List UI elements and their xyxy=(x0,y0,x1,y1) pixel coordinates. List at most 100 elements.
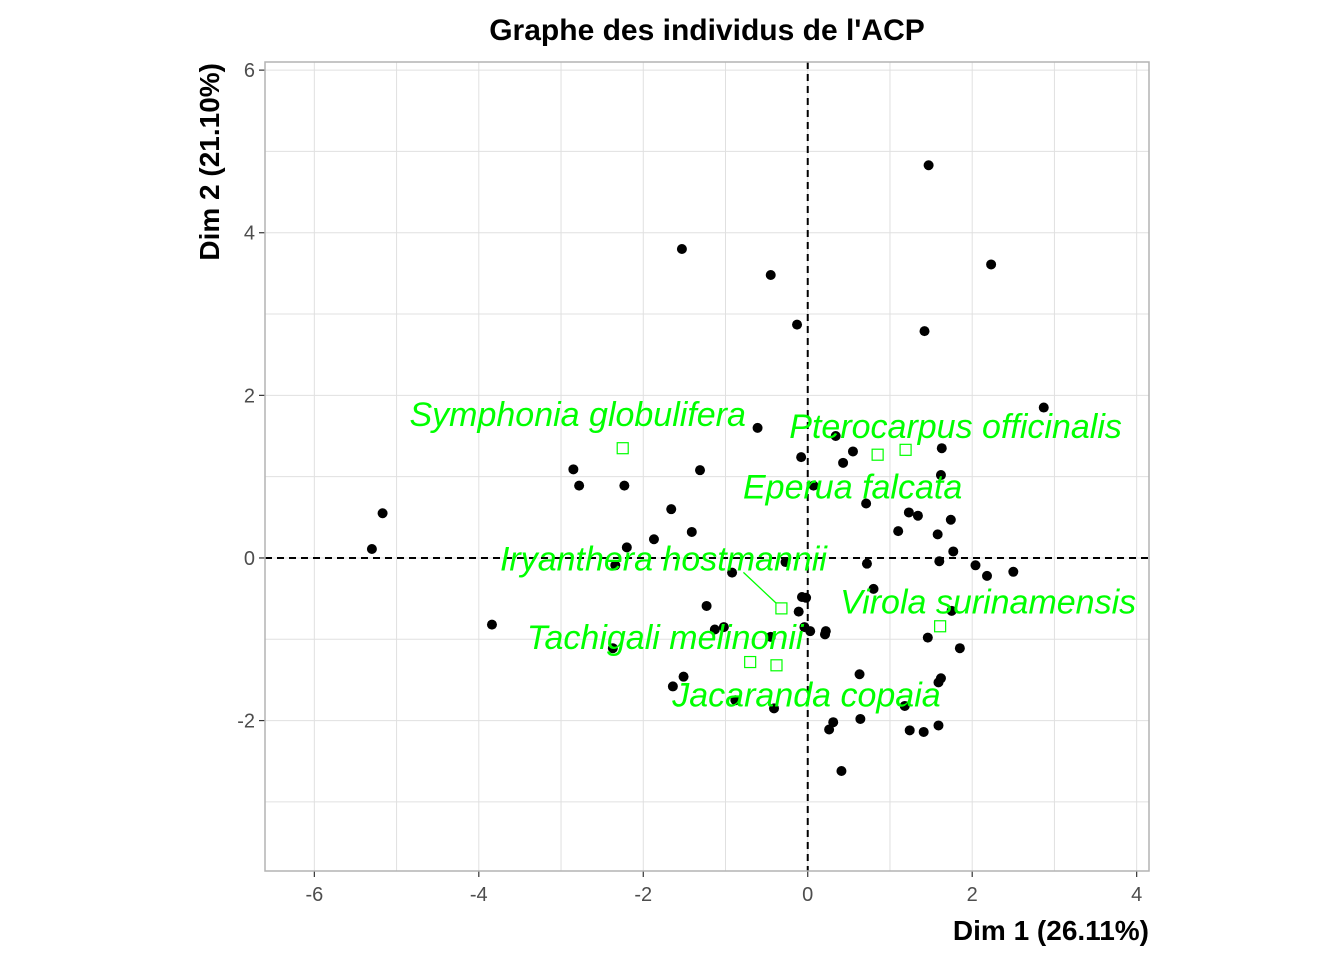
data-point xyxy=(935,470,946,481)
data-point xyxy=(730,695,741,706)
data-point xyxy=(893,526,904,537)
x-tick-label: 2 xyxy=(967,884,978,906)
data-point xyxy=(765,270,776,281)
reference-lines xyxy=(265,62,1149,871)
data-point xyxy=(919,326,930,337)
data-point xyxy=(366,544,377,555)
data-point xyxy=(568,464,579,475)
data-point xyxy=(486,619,497,630)
x-tick-label: -6 xyxy=(305,884,323,906)
grid-layer xyxy=(265,62,1149,871)
data-point xyxy=(621,542,632,553)
supplementary-label: Jacaranda copaia xyxy=(671,676,940,714)
x-tick-label: 4 xyxy=(1131,884,1142,906)
data-point xyxy=(945,514,956,525)
data-point xyxy=(610,560,621,571)
x-axis-title: Dim 1 (26.11%) xyxy=(953,915,1149,946)
data-point xyxy=(932,529,943,540)
x-tick-label: -2 xyxy=(634,884,652,906)
supplementary-label: Iryanthera hostmannii xyxy=(500,540,828,578)
data-point xyxy=(820,629,831,640)
data-point xyxy=(903,507,914,518)
data-point xyxy=(808,480,819,491)
data-point xyxy=(868,583,879,594)
data-point xyxy=(948,546,959,557)
data-point xyxy=(1038,402,1049,413)
data-point xyxy=(923,160,934,171)
supplementary-label: Symphonia globulifera xyxy=(409,396,745,434)
data-point xyxy=(1008,566,1019,577)
data-point xyxy=(695,465,706,476)
y-tick-label: 6 xyxy=(244,60,255,82)
supplementary-points: Symphonia globulifera Pterocarpus officin… xyxy=(409,396,1136,714)
x-tick-label: -4 xyxy=(470,884,488,906)
data-point xyxy=(793,606,804,617)
data-point xyxy=(667,681,678,692)
data-point xyxy=(861,558,872,569)
data-point xyxy=(861,498,872,509)
data-point xyxy=(377,508,388,519)
data-point xyxy=(936,443,947,454)
data-point xyxy=(836,765,847,776)
data-point xyxy=(918,726,929,737)
supplementary-point xyxy=(616,442,629,455)
supplementary-point xyxy=(775,602,788,615)
data-point xyxy=(780,557,791,568)
supplementary-label: Pterocarpus officinalis xyxy=(789,408,1122,446)
x-tick-label: 0 xyxy=(802,884,813,906)
data-point xyxy=(607,643,618,654)
data-point xyxy=(824,724,835,735)
data-point xyxy=(801,592,812,603)
data-point xyxy=(838,457,849,468)
chart-title: Graphe des individus de l'ACP xyxy=(489,14,925,47)
data-point xyxy=(854,669,865,680)
data-point xyxy=(718,622,729,633)
data-point xyxy=(922,632,933,643)
y-tick-label: 2 xyxy=(244,385,255,407)
data-point xyxy=(676,244,687,255)
data-point xyxy=(619,480,630,491)
data-point xyxy=(828,717,839,728)
data-point xyxy=(686,526,697,537)
label-leader-line xyxy=(742,571,777,604)
data-point xyxy=(935,673,946,684)
data-point xyxy=(830,431,841,442)
y-tick-label: -2 xyxy=(237,711,255,733)
supplementary-point xyxy=(770,659,783,672)
data-point xyxy=(765,631,776,642)
y-axis-title: Dim 2 (21.10%) xyxy=(194,63,225,261)
data-point xyxy=(805,626,816,637)
panel-border xyxy=(264,61,1150,872)
supplementary-point xyxy=(744,655,757,669)
data-point xyxy=(982,570,993,581)
data-point xyxy=(912,510,923,521)
supplementary-label: Tachigali melinonii xyxy=(527,619,805,657)
data-point xyxy=(899,700,910,711)
y-tick-label: 4 xyxy=(244,223,255,245)
supplementary-point xyxy=(899,443,912,456)
data-point xyxy=(701,600,712,611)
data-point xyxy=(709,624,720,635)
data-point xyxy=(847,446,858,457)
supplementary-label: Eperua falcata xyxy=(743,469,962,507)
data-point xyxy=(934,556,945,567)
data-point xyxy=(954,643,965,654)
data-point xyxy=(970,560,981,571)
data-point xyxy=(946,605,957,616)
y-tick-label: 0 xyxy=(244,548,255,570)
data-point xyxy=(986,259,997,270)
data-point xyxy=(904,725,915,736)
data-point xyxy=(666,504,677,515)
supplementary-label: Virola surinamensis xyxy=(840,583,1136,621)
data-point xyxy=(678,671,689,682)
data-point xyxy=(648,534,659,545)
data-point xyxy=(769,703,780,714)
data-point xyxy=(574,480,585,491)
data-point xyxy=(796,452,807,463)
data-point xyxy=(727,567,738,578)
data-point xyxy=(933,720,944,731)
tick-labels: -6 -4 -2 0 2 4 -2 0 2 4 6 xyxy=(237,60,1142,906)
supplementary-point xyxy=(934,620,947,633)
supplementary-point xyxy=(871,448,884,461)
